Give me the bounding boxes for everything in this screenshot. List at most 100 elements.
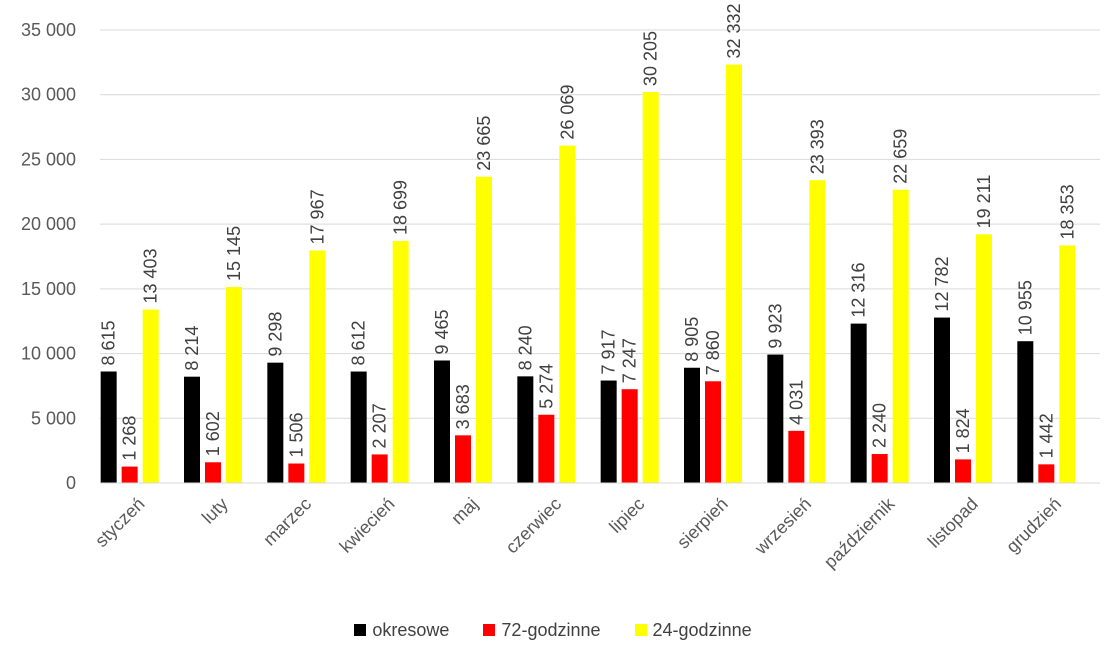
- bar-okresowe-sierpień: [684, 367, 700, 483]
- data-label-okresowe-luty: 8 214: [182, 326, 202, 371]
- bar-72-godzinne-grudzień: [1038, 464, 1055, 483]
- bar-24-godzinne-kwiecień: [392, 240, 409, 483]
- bar-24-godzinne-lipiec: [642, 92, 659, 483]
- x-tick-label-luty: luty: [198, 494, 232, 528]
- bar-72-godzinne-marzec: [288, 463, 305, 483]
- data-label-24-godzinne-kwiecień: 18 699: [391, 180, 411, 235]
- legend-swatch-72-godzinne: [483, 624, 496, 636]
- bar-24-godzinne-grudzień: [1059, 245, 1076, 483]
- x-tick-label-kwiecień: kwiecień: [336, 494, 399, 557]
- x-tick-label-wrzesień: wrzesień: [750, 494, 815, 559]
- data-label-24-godzinne-październik: 22 659: [891, 129, 911, 184]
- data-label-okresowe-marzec: 9 298: [265, 312, 285, 357]
- legend-swatch-okresowe: [354, 624, 367, 636]
- y-tick-label-5000: 5 000: [31, 408, 76, 428]
- bar-72-godzinne-listopad: [955, 459, 971, 483]
- bar-okresowe-maj: [434, 360, 450, 483]
- bar-okresowe-luty: [184, 376, 200, 483]
- bars: [100, 64, 1076, 484]
- data-label-okresowe-lipiec: 7 917: [599, 329, 619, 374]
- data-label-72-godzinne-grudzień: 1 442: [1036, 413, 1056, 458]
- y-tick-label-30000: 30 000: [21, 85, 76, 105]
- data-label-okresowe-styczeń: 8 615: [99, 320, 119, 365]
- data-label-24-godzinne-wrzesień: 23 393: [807, 119, 827, 174]
- y-tick-label-25000: 25 000: [21, 149, 76, 169]
- bar-24-godzinne-marzec: [309, 250, 326, 483]
- bar-okresowe-grudzień: [1017, 341, 1034, 483]
- bar-24-godzinne-wrzesień: [809, 180, 826, 484]
- x-tick-label-maj: maj: [447, 494, 482, 529]
- data-label-okresowe-sierpień: 8 905: [682, 317, 702, 362]
- data-label-72-godzinne-kwiecień: 2 207: [370, 403, 390, 448]
- x-axis-tick-labels: styczeń luty marzec kwiecień maj czerwiec lipi…: [91, 493, 1065, 572]
- bar-72-godzinne-wrzesień: [788, 430, 805, 483]
- legend-label-24-godzinne: 24-godzinne: [652, 620, 752, 640]
- x-tick-label-październik: październik: [820, 493, 899, 572]
- data-label-72-godzinne-wrzesień: 4 031: [786, 380, 806, 425]
- x-tick-label-sierpień: sierpień: [673, 494, 732, 553]
- bar-24-godzinne-maj: [476, 176, 492, 484]
- legend-item-24-godzinne: 24-godzinne: [634, 620, 752, 640]
- y-tick-label-0: 0: [66, 473, 76, 493]
- x-tick-label-styczeń: styczeń: [91, 494, 148, 551]
- bar-72-godzinne-październik: [871, 454, 888, 483]
- bar-72-godzinne-styczeń: [121, 466, 138, 483]
- x-tick-label-grudzień: grudzień: [1002, 494, 1065, 557]
- legend-item-72-godzinne: 72-godzinne: [483, 620, 601, 640]
- data-label-24-godzinne-luty: 15 145: [224, 226, 244, 281]
- data-label-72-godzinne-styczeń: 1 268: [120, 416, 140, 461]
- data-label-72-godzinne-luty: 1 602: [203, 411, 223, 456]
- gridlines: [100, 29, 1100, 419]
- data-label-72-godzinne-lipiec: 7 247: [620, 338, 640, 383]
- data-label-24-godzinne-lipiec: 30 205: [641, 31, 661, 86]
- data-label-24-godzinne-styczeń: 13 403: [141, 248, 161, 303]
- bar-24-godzinne-sierpień: [726, 64, 742, 483]
- data-label-okresowe-październik: 12 316: [849, 263, 869, 318]
- bar-okresowe-listopad: [934, 317, 950, 483]
- data-label-24-godzinne-marzec: 17 967: [307, 189, 327, 244]
- data-label-okresowe-wrzesień: 9 923: [765, 304, 785, 349]
- data-label-72-godzinne-marzec: 1 506: [286, 412, 306, 457]
- y-tick-label-35000: 35 000: [21, 20, 76, 40]
- bar-24-godzinne-październik: [892, 189, 909, 484]
- data-label-24-godzinne-listopad: 19 211: [974, 175, 994, 229]
- y-tick-label-20000: 20 000: [21, 214, 76, 234]
- data-label-okresowe-kwiecień: 8 612: [349, 320, 369, 365]
- x-tick-label-marzec: marzec: [259, 494, 315, 550]
- bar-24-godzinne-luty: [226, 286, 242, 483]
- bar-okresowe-marzec: [267, 362, 284, 483]
- data-label-24-godzinne-sierpień: 32 332: [724, 3, 744, 58]
- legend: okresowe 72-godzinne 24-godzinne: [0, 621, 1106, 639]
- x-tick-label-czerwiec: czerwiec: [502, 494, 566, 558]
- data-label-okresowe-listopad: 12 782: [932, 257, 952, 312]
- x-tick-label-lipiec: lipiec: [605, 494, 648, 537]
- legend-label-72-godzinne: 72-godzinne: [501, 620, 601, 640]
- bar-24-godzinne-czerwiec: [559, 145, 576, 483]
- y-axis-tick-labels: 0 5 000 10 000 15 000 20 000 25 000 30 000 35 0…: [21, 20, 76, 493]
- bar-72-godzinne-luty: [205, 462, 221, 483]
- bar-72-godzinne-maj: [455, 435, 471, 483]
- bar-okresowe-październik: [850, 323, 867, 483]
- bar-okresowe-kwiecień: [350, 371, 367, 483]
- bar-24-godzinne-listopad: [976, 234, 992, 483]
- bar-okresowe-czerwiec: [517, 376, 534, 483]
- data-label-72-godzinne-listopad: 1 824: [953, 408, 973, 453]
- data-labels: 8 615 1 268 13 403 8 214 1 602 15 145 9 298 1 5…: [99, 3, 1078, 460]
- legend-item-okresowe: okresowe: [354, 621, 449, 639]
- data-label-24-godzinne-czerwiec: 26 069: [557, 85, 577, 140]
- bar-okresowe-wrzesień: [767, 354, 784, 483]
- data-label-72-godzinne-czerwiec: 5 274: [536, 364, 556, 409]
- bar-72-godzinne-czerwiec: [538, 414, 555, 483]
- data-label-24-godzinne-grudzień: 18 353: [1057, 184, 1077, 239]
- bar-okresowe-lipiec: [600, 380, 617, 483]
- y-tick-label-10000: 10 000: [21, 344, 76, 364]
- bar-72-godzinne-sierpień: [705, 381, 721, 483]
- data-label-24-godzinne-maj: 23 665: [474, 116, 494, 171]
- y-tick-label-15000: 15 000: [21, 279, 76, 299]
- data-label-72-godzinne-sierpień: 7 860: [703, 330, 723, 375]
- bar-24-godzinne-styczeń: [142, 309, 159, 483]
- bar-72-godzinne-kwiecień: [371, 454, 388, 483]
- data-label-72-godzinne-październik: 2 240: [870, 403, 890, 448]
